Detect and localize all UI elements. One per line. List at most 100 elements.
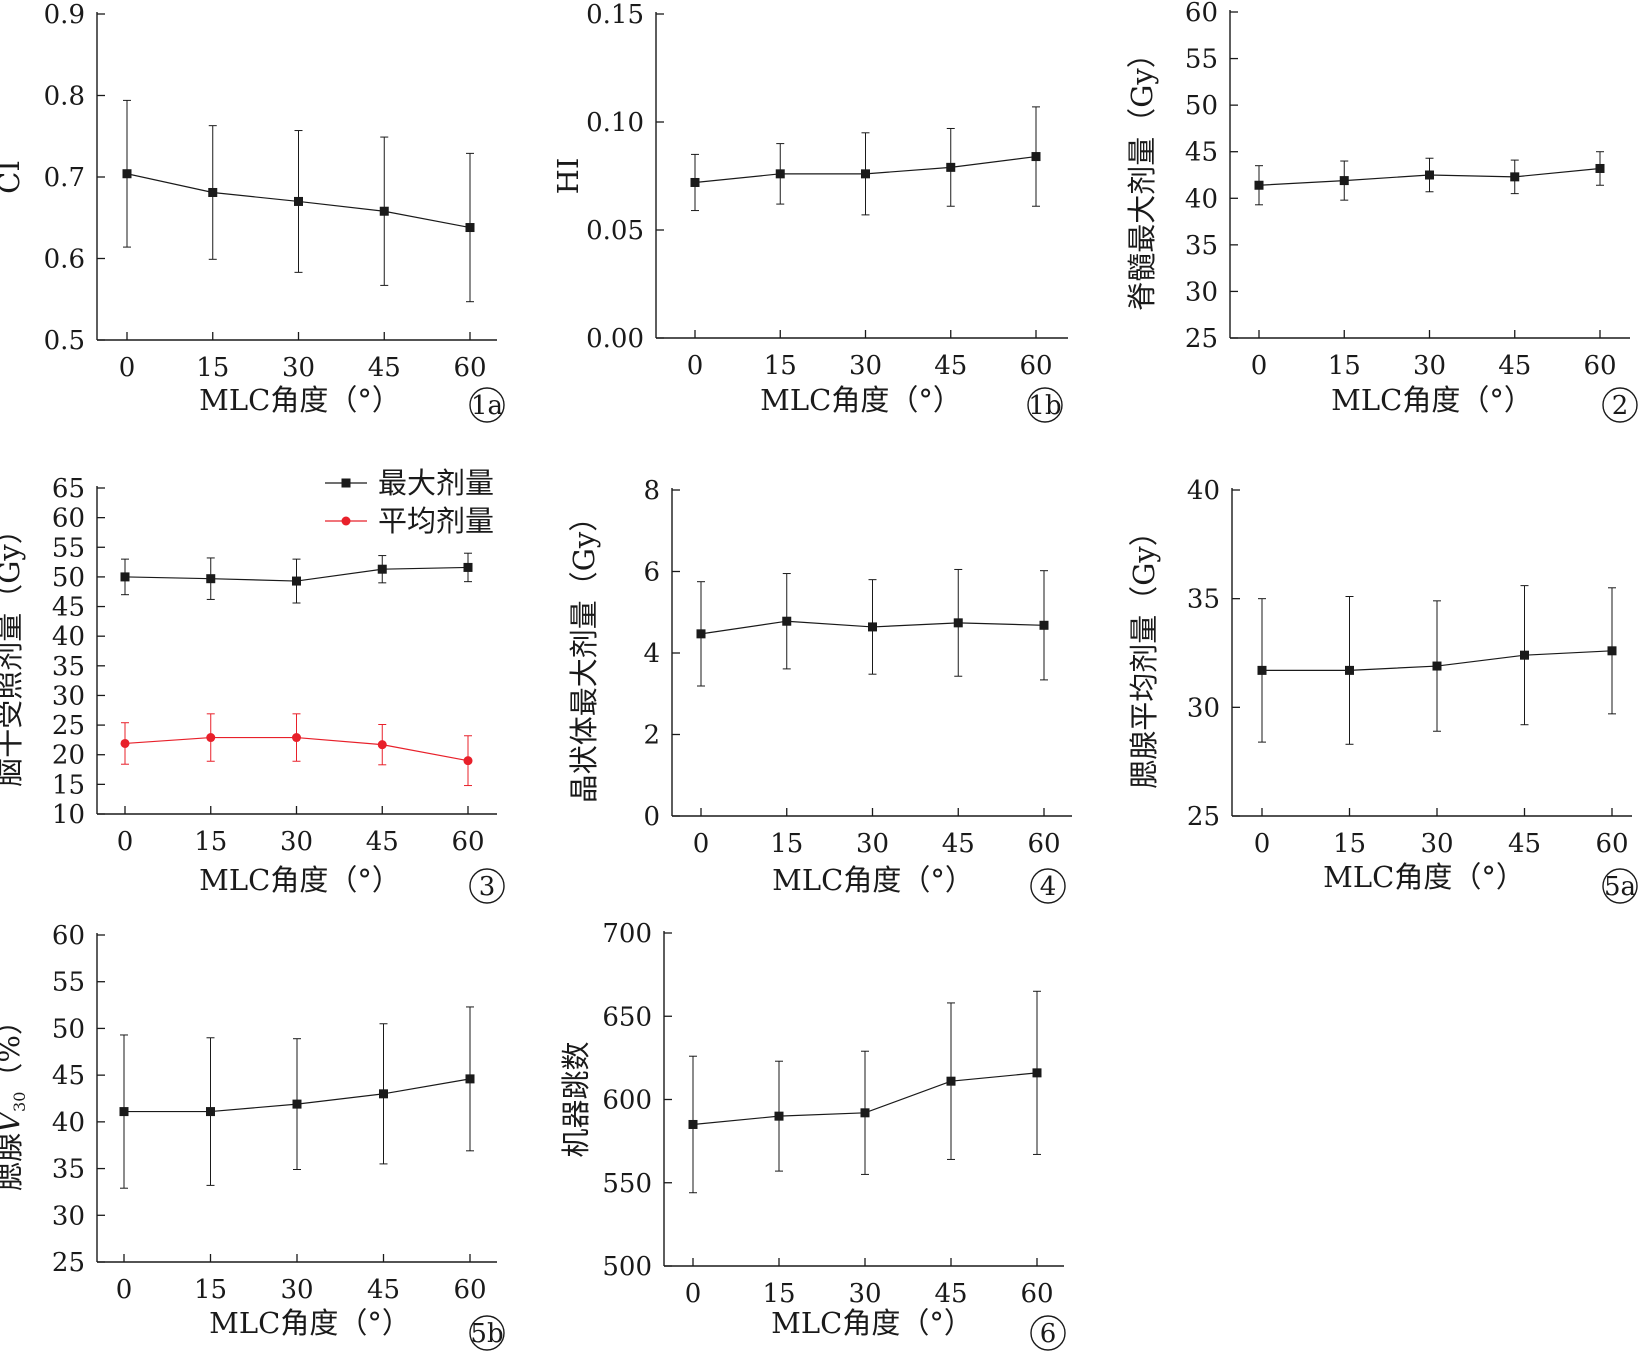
- y-axis-title: 脑干受照剂量（Gy）: [0, 515, 26, 787]
- y-tick-label: 0.5: [44, 326, 85, 356]
- x-axis-title: MLC角度（°）: [772, 863, 974, 897]
- x-axis-title: MLC角度（°）: [760, 383, 962, 417]
- y-tick-label: 40: [52, 622, 85, 652]
- y-tick-label: 40: [52, 1108, 85, 1138]
- data-point: [377, 740, 387, 750]
- y-axis-title: 晶状体最大剂量（Gy）: [567, 503, 601, 804]
- y-tick-label: 0.8: [44, 82, 85, 112]
- y-tick-label: 650: [602, 1002, 652, 1032]
- data-point: [1031, 152, 1041, 162]
- y-axis-title: HI: [551, 158, 585, 195]
- y-tick-label: 30: [52, 681, 85, 711]
- y-tick-label: 0.9: [44, 0, 85, 30]
- y-tick-label: 0.15: [586, 0, 644, 30]
- panel-label-circle: [1030, 868, 1066, 904]
- panel-label: 1a: [471, 391, 503, 421]
- x-tick-label: 15: [194, 1275, 227, 1305]
- x-tick-label: 30: [1420, 829, 1453, 859]
- data-point: [206, 574, 216, 584]
- data-point: [119, 1107, 129, 1117]
- y-tick-label: 20: [52, 741, 85, 771]
- data-point: [868, 622, 877, 632]
- y-tick-label: 0.6: [44, 245, 85, 275]
- data-point: [1425, 170, 1434, 180]
- y-tick-label: 600: [602, 1086, 652, 1116]
- x-tick-label: 15: [762, 1279, 795, 1309]
- x-axis-title: MLC角度（°）: [199, 863, 401, 897]
- y-tick-label: 4: [643, 639, 660, 669]
- x-tick-label: 60: [1583, 351, 1616, 381]
- y-tick-label: 45: [52, 593, 85, 623]
- y-tick-label: 55: [1185, 45, 1218, 75]
- y-tick-label: 6: [643, 558, 660, 588]
- data-point: [861, 169, 870, 179]
- y-tick-label: 700: [602, 919, 652, 949]
- y-tick-label: 550: [602, 1169, 652, 1199]
- data-point: [292, 576, 301, 586]
- y-tick-label: 50: [52, 1014, 85, 1044]
- data-point: [946, 162, 956, 172]
- x-tick-label: 0: [117, 827, 134, 857]
- chart-panel-2: 25 30 35 40 45 50 55 60 0 15 30 45 60 MLC角度（°） 脊髓最大剂量（…: [1125, 0, 1638, 423]
- data-point: [696, 629, 706, 639]
- y-tick-label: 35: [52, 652, 85, 682]
- chart-panel-5a: 25 30 35 40 0 15 30 45 60 MLC角度（°） 腮腺平均剂量（Gy） 5a: [1127, 476, 1638, 904]
- y-tick-label: 40: [1187, 476, 1220, 506]
- x-tick-label: 45: [1498, 351, 1531, 381]
- x-tick-label: 60: [1595, 829, 1628, 859]
- x-axis-title: MLC角度（°）: [199, 383, 401, 417]
- y-axis-title: 机器跳数: [559, 1041, 593, 1157]
- y-tick-label: 25: [1187, 802, 1220, 832]
- data-point: [379, 206, 389, 216]
- x-tick-label: 45: [1508, 829, 1541, 859]
- x-tick-label: 45: [367, 1275, 400, 1305]
- chart-panel-6: 500 550 600 650 700 0 15 30 45 60 MLC角度（°） 机器跳数 6: [559, 919, 1066, 1351]
- y-tick-label: 0.05: [586, 216, 644, 246]
- data-point: [1257, 665, 1267, 675]
- x-tick-label: 45: [368, 353, 401, 383]
- data-point: [860, 1108, 870, 1118]
- data-point: [690, 177, 700, 187]
- x-tick-label: 0: [687, 351, 704, 381]
- panel-label: 5a: [1604, 872, 1636, 902]
- y-axis-title: 腮腺平均剂量（Gy）: [1127, 517, 1161, 789]
- x-tick-label: 15: [1328, 351, 1361, 381]
- y-tick-label: 30: [52, 1201, 85, 1231]
- y-tick-label: 55: [52, 968, 85, 998]
- panel-label: 5b: [470, 1319, 503, 1349]
- y-tick-label: 25: [52, 711, 85, 741]
- x-axis-title: MLC角度（°）: [1331, 383, 1533, 417]
- x-tick-label: 60: [1020, 1279, 1053, 1309]
- data-point: [208, 187, 218, 197]
- x-tick-label: 60: [1019, 351, 1052, 381]
- x-axis-title: MLC角度（°）: [1323, 860, 1525, 894]
- panel-label-circle: [1027, 387, 1063, 423]
- x-tick-label: 15: [196, 353, 229, 383]
- x-tick-label: 0: [685, 1279, 702, 1309]
- data-point: [1345, 665, 1354, 675]
- x-tick-label: 30: [856, 829, 889, 859]
- x-tick-label: 0: [119, 353, 136, 383]
- data-point: [463, 562, 473, 572]
- y-tick-label: 60: [52, 921, 85, 951]
- data-point: [688, 1119, 698, 1129]
- panel-label: 3: [479, 872, 496, 902]
- y-tick-label: 30: [1185, 277, 1218, 307]
- data-point: [465, 1074, 475, 1084]
- chart-panel-1a: 0.5 0.6 0.7 0.8 0.9 0 15 30 45 60 MLC角度（°） CI 1a: [0, 0, 505, 423]
- x-tick-label: 30: [280, 827, 313, 857]
- y-tick-label: 50: [1185, 91, 1218, 121]
- panel-label: 6: [1040, 1319, 1057, 1349]
- x-tick-label: 60: [1027, 829, 1060, 859]
- legend-marker: [341, 478, 351, 488]
- panel-label-circle: [1030, 1315, 1066, 1351]
- y-tick-label: 60: [52, 504, 85, 534]
- data-point: [946, 1076, 956, 1086]
- data-point: [1595, 163, 1605, 173]
- legend-marker: [341, 516, 351, 526]
- data-point: [292, 1099, 302, 1109]
- data-point: [377, 564, 387, 574]
- x-tick-label: 15: [1333, 829, 1366, 859]
- panel-label-circle: [1602, 387, 1638, 423]
